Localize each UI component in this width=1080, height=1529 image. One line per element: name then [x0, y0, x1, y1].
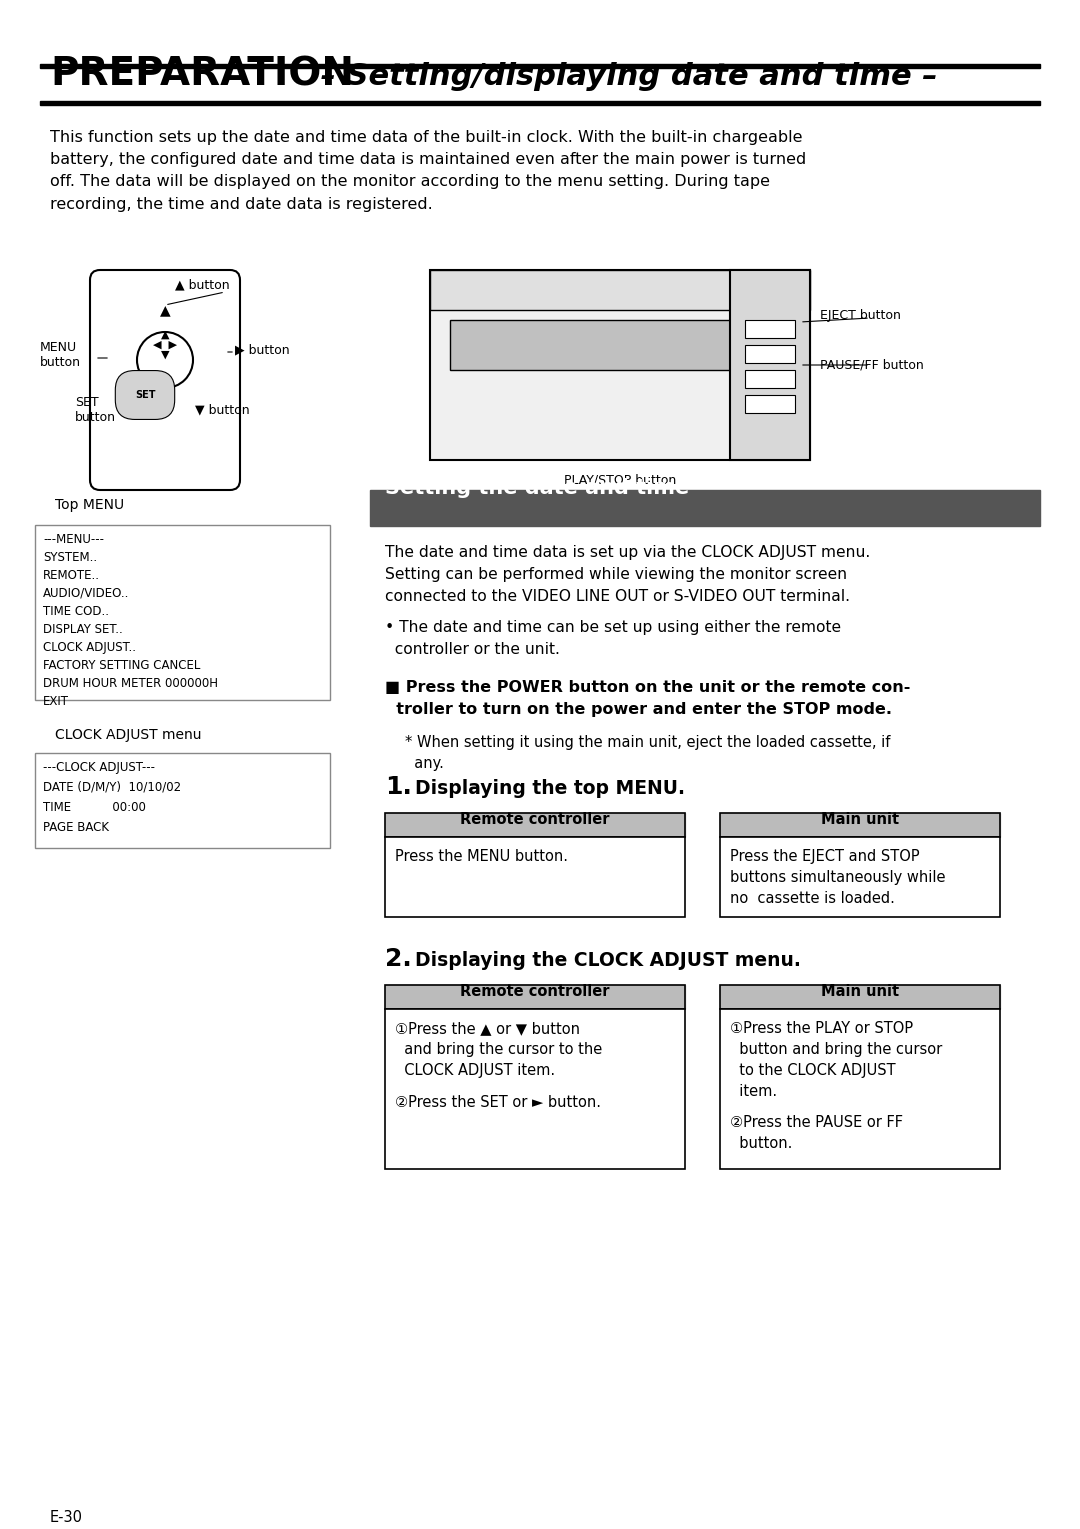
- Text: EJECT button: EJECT button: [820, 309, 901, 321]
- Bar: [384, 985, 685, 1009]
- Text: • The date and time can be set up using either the remote
  controller or the un: • The date and time can be set up using …: [384, 619, 841, 657]
- Bar: [720, 985, 1000, 1009]
- Text: Displaying the CLOCK ADJUST menu.: Displaying the CLOCK ADJUST menu.: [415, 951, 801, 969]
- Text: Main unit: Main unit: [821, 983, 899, 998]
- Text: PLAY/STOP button: PLAY/STOP button: [564, 474, 676, 486]
- Text: ▲: ▲: [160, 303, 171, 317]
- Bar: [450, 320, 730, 370]
- Text: Main unit: Main unit: [821, 812, 899, 827]
- Text: ▲: ▲: [161, 330, 170, 339]
- Text: ---CLOCK ADJUST---
DATE (D/M/Y)  10/10/02
TIME           00:00
PAGE BACK: ---CLOCK ADJUST--- DATE (D/M/Y) 10/10/02…: [43, 761, 181, 833]
- Text: ---MENU---
SYSTEM..
REMOTE..
AUDIO/VIDEO..
TIME COD..
DISPLAY SET..
CLOCK ADJUST: ---MENU--- SYSTEM.. REMOTE.. AUDIO/VIDEO…: [43, 534, 218, 708]
- Bar: [730, 271, 810, 460]
- Bar: [745, 394, 795, 413]
- Text: E-30: E-30: [50, 1511, 83, 1524]
- Bar: [745, 346, 795, 362]
- Text: PREPARATION: PREPARATION: [50, 55, 354, 93]
- Text: ■ Press the POWER button on the unit or the remote con-
  troller to turn on the: ■ Press the POWER button on the unit or …: [384, 680, 910, 717]
- Bar: [384, 1009, 685, 1170]
- Bar: [384, 813, 685, 836]
- Text: ▼ button: ▼ button: [195, 404, 249, 416]
- Text: Press the MENU button.: Press the MENU button.: [395, 849, 568, 864]
- Text: SET: SET: [135, 390, 156, 401]
- Text: This function sets up the date and time data of the built-in clock. With the bui: This function sets up the date and time …: [50, 130, 807, 211]
- Bar: [40, 101, 1040, 106]
- Bar: [720, 813, 1000, 836]
- Bar: [370, 489, 1040, 526]
- Text: PAUSE/FF button: PAUSE/FF button: [820, 358, 923, 372]
- Text: Remote controller: Remote controller: [460, 983, 610, 998]
- Text: Top MENU: Top MENU: [55, 498, 124, 512]
- Text: CLOCK ADJUST menu: CLOCK ADJUST menu: [55, 728, 202, 742]
- Text: MENU
button: MENU button: [40, 341, 81, 368]
- Text: ①Press the PLAY or STOP
  button and bring the cursor
  to the CLOCK ADJUST
  it: ①Press the PLAY or STOP button and bring…: [730, 1021, 942, 1099]
- Circle shape: [137, 332, 193, 388]
- Bar: [720, 836, 1000, 917]
- Bar: [384, 985, 685, 1009]
- Bar: [430, 271, 810, 310]
- Bar: [720, 813, 1000, 836]
- Bar: [384, 813, 685, 836]
- Bar: [745, 320, 795, 338]
- Text: 1.: 1.: [384, 775, 411, 800]
- Text: – Setting/displaying date and time –: – Setting/displaying date and time –: [310, 63, 937, 92]
- Bar: [745, 370, 795, 388]
- Text: ▲ button: ▲ button: [175, 278, 230, 292]
- Bar: [430, 271, 810, 460]
- Text: Remote controller: Remote controller: [460, 812, 610, 827]
- Text: ②Press the SET or ► button.: ②Press the SET or ► button.: [395, 1095, 600, 1110]
- Text: ②Press the PAUSE or FF
  button.: ②Press the PAUSE or FF button.: [730, 1115, 903, 1151]
- FancyBboxPatch shape: [90, 271, 240, 489]
- Text: Press the EJECT and STOP
buttons simultaneously while
no  cassette is loaded.: Press the EJECT and STOP buttons simulta…: [730, 849, 945, 907]
- Text: ◀  ▶: ◀ ▶: [153, 339, 177, 350]
- Text: Setting the date and time: Setting the date and time: [384, 479, 689, 498]
- Text: Displaying the top MENU.: Displaying the top MENU.: [415, 778, 685, 798]
- Bar: [384, 836, 685, 917]
- Text: The date and time data is set up via the CLOCK ADJUST menu.
Setting can be perfo: The date and time data is set up via the…: [384, 544, 870, 604]
- Text: ▶ button: ▶ button: [235, 344, 289, 356]
- Bar: [720, 985, 1000, 1009]
- Text: * When setting it using the main unit, eject the loaded cassette, if
  any.: * When setting it using the main unit, e…: [405, 735, 890, 771]
- Bar: [720, 1009, 1000, 1170]
- Text: 2.: 2.: [384, 946, 411, 971]
- Text: SET
button: SET button: [75, 396, 116, 424]
- Text: ▼: ▼: [161, 350, 170, 359]
- Text: ①Press the ▲ or ▼ button
  and bring the cursor to the
  CLOCK ADJUST item.: ①Press the ▲ or ▼ button and bring the c…: [395, 1021, 603, 1078]
- Bar: [35, 524, 330, 700]
- Bar: [35, 752, 330, 849]
- Bar: [40, 64, 1040, 67]
